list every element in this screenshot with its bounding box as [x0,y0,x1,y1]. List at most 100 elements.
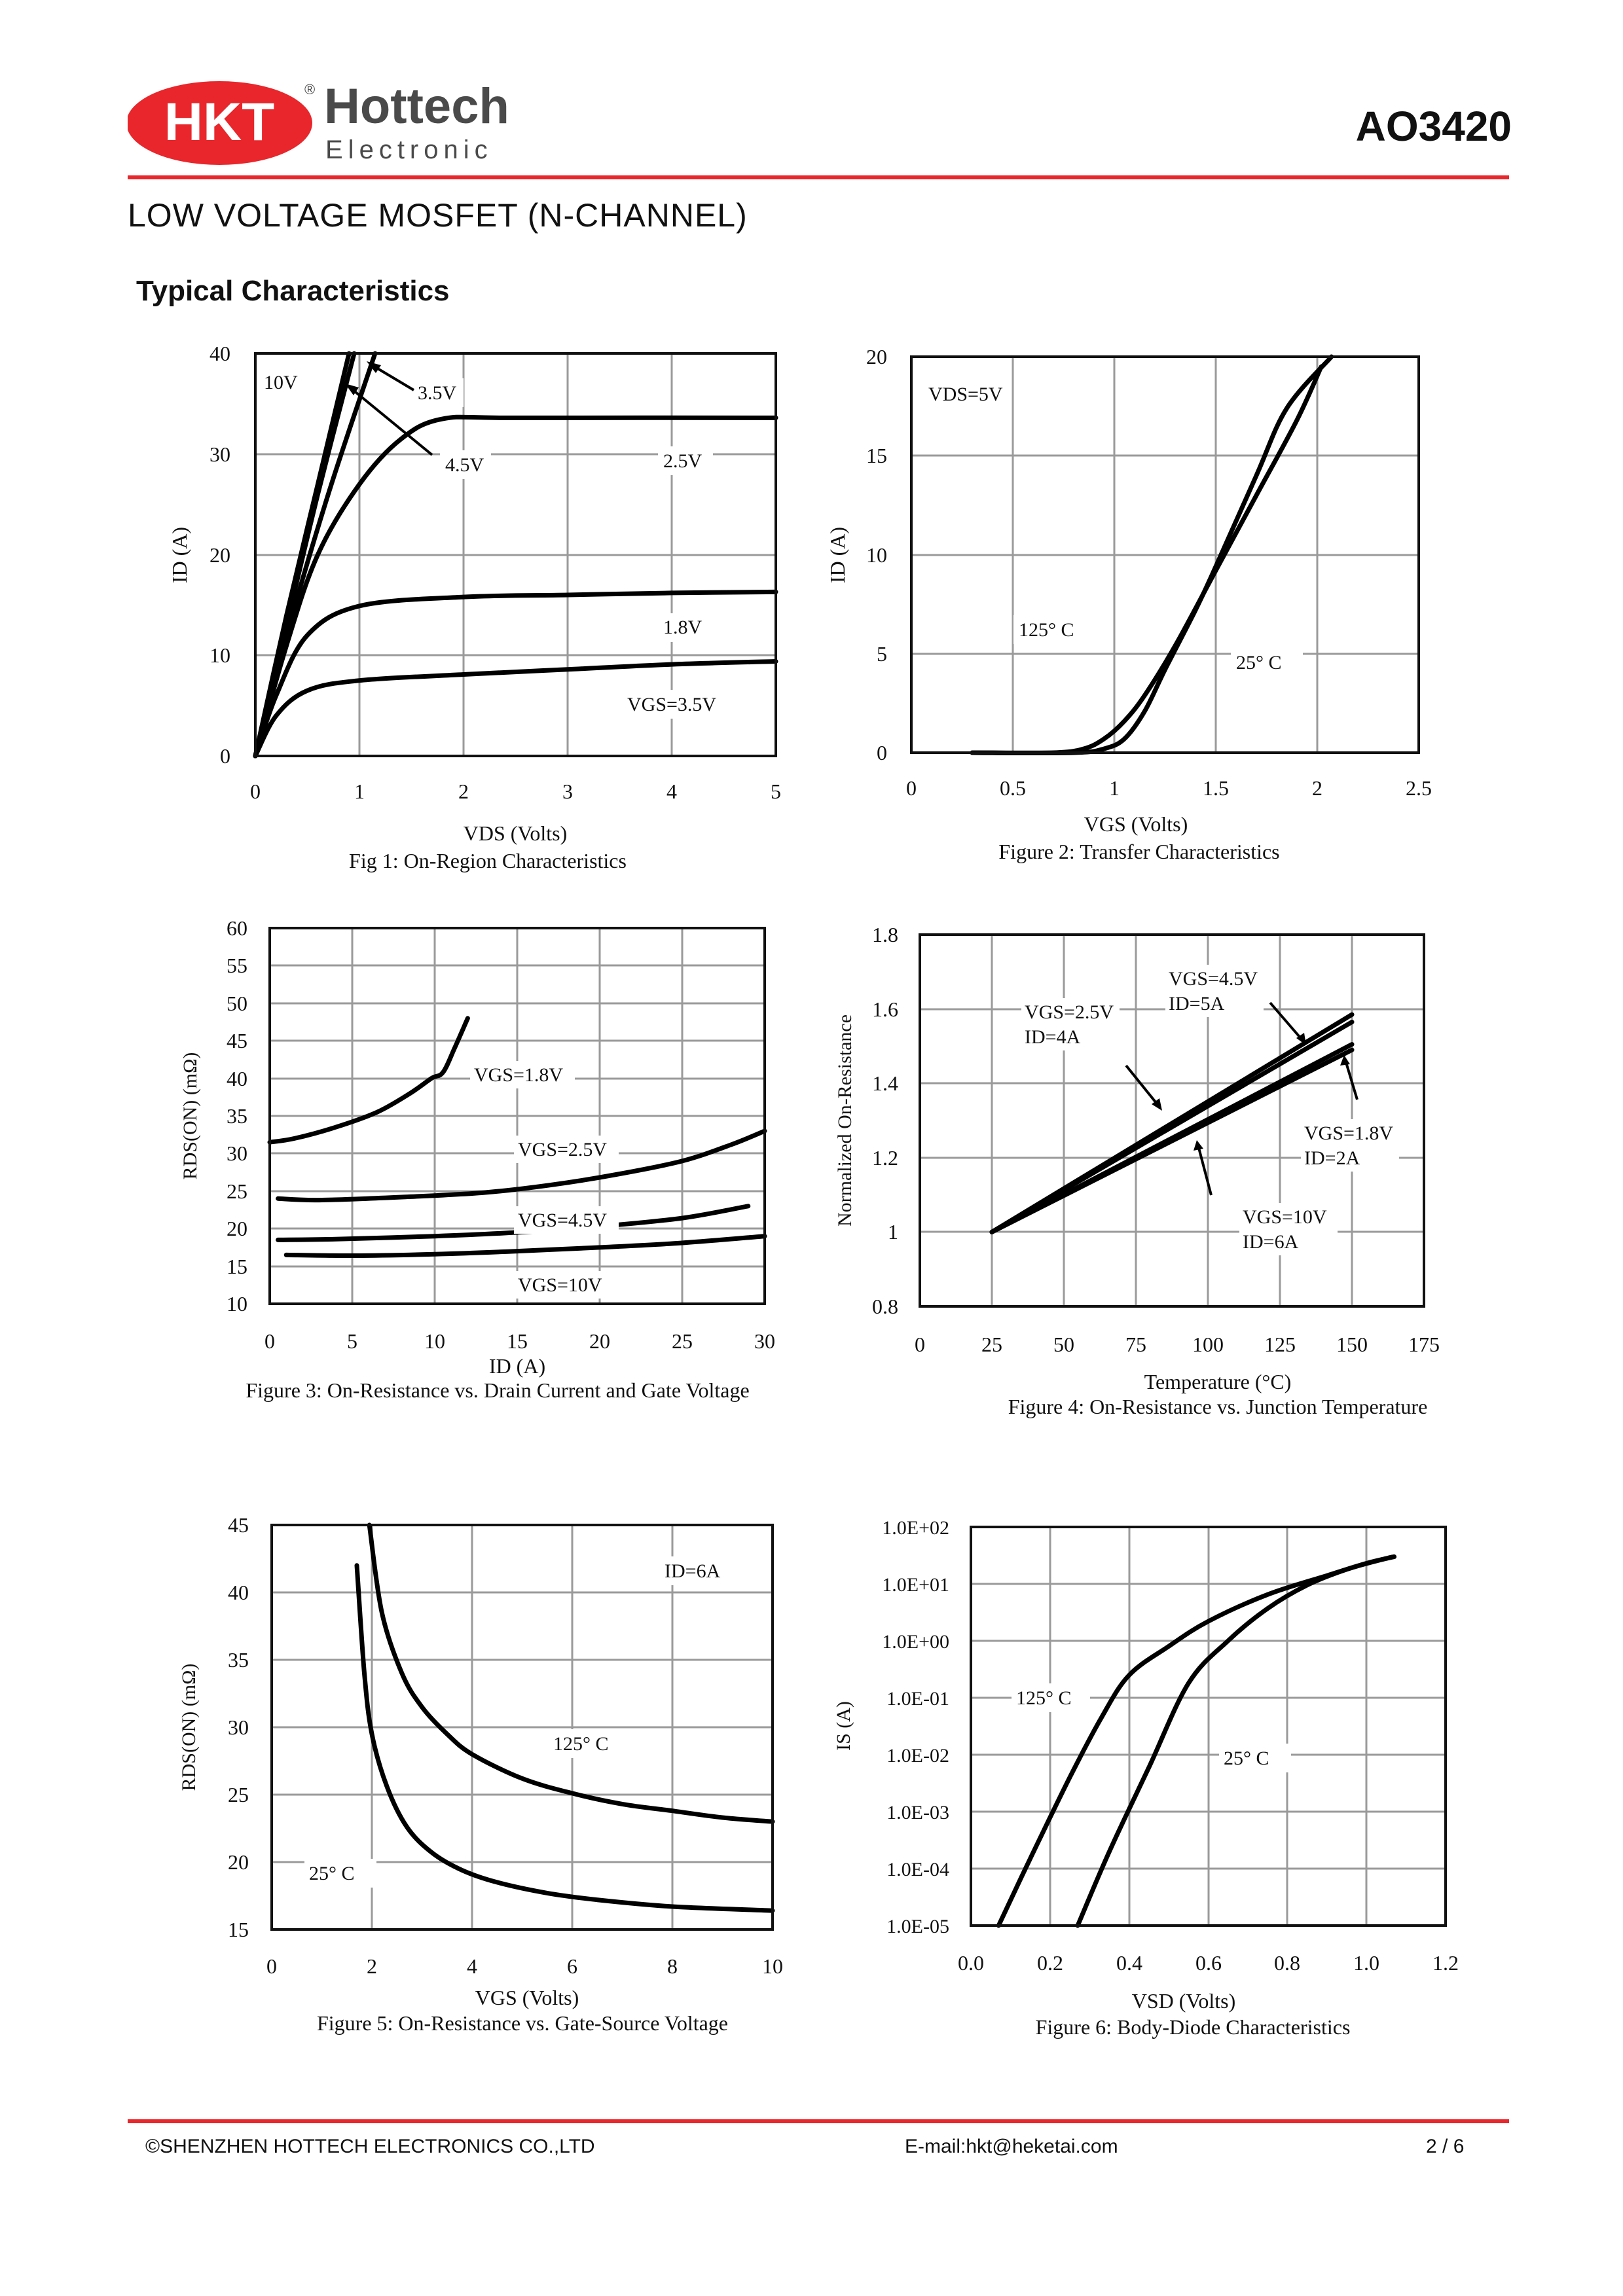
fig6-series-line-0 [996,1554,1396,1928]
fig3-ylabel: RDS(ON) (mΩ) [179,1052,201,1180]
fig3-xtick: 25 [672,1329,693,1353]
fig4-label-vgs4.5: VGS=4.5V [1169,968,1258,990]
fig5-xtick: 4 [467,1954,477,1978]
company-logo: HKT Hottech ® Electronic [128,79,509,165]
fig1-xtick: 3 [562,780,573,803]
fig3-series-line-1 [276,1128,767,1203]
fig1-series-line-5 [253,659,778,759]
fig4-label-id4: ID=4A [1025,1026,1081,1048]
fig3-ytick: 45 [227,1029,247,1052]
fig5-xtick: 2 [367,1954,377,1978]
fig6-label-125c: 125° C [1016,1687,1072,1709]
fig4-plot-frame [919,933,1425,1308]
fig4-label-vgs1.8: VGS=1.8V [1304,1122,1393,1144]
fig4-ytick: 1.2 [872,1146,898,1170]
fig1-ytick: 30 [210,442,230,466]
fig4-xtick: 25 [981,1333,1002,1356]
fig6-xlabel: VSD (Volts) [1132,1989,1236,2013]
fig1-label-vgs-legend: VGS=3.5V [627,694,716,715]
fig4-label-vgs2.5: VGS=2.5V [1025,1001,1114,1023]
fig4-arrows [1125,1001,1359,1196]
fig2-grid [911,357,1419,753]
fig2-xtick: 0.5 [1000,776,1026,800]
fig2-ylabel: ID (A) [826,527,849,583]
fig5-ytick: 25 [228,1783,249,1806]
fig2-series-line-1 [970,354,1334,755]
fig3-label-1.8v: VGS=1.8V [474,1064,563,1086]
fig3-label-10v: VGS=10V [518,1274,602,1296]
fig2-ytick: 20 [866,345,887,368]
fig6-title: Figure 6: Body-Diode Characteristics [1036,2015,1351,2039]
logo-badge-shape [128,81,312,165]
fig3-xtick: 20 [589,1329,610,1353]
fig5-ytick: 30 [228,1715,249,1739]
fig4-xlabel: Temperature (°C) [1144,1370,1292,1393]
fig2-ytick: 10 [866,543,887,567]
fig6-ytick: 1.0E-05 [886,1916,949,1937]
fig6-series-line-1 [1075,1554,1396,1928]
fig4-label-vgs10: VGS=10V [1243,1206,1327,1228]
fig6-xtick: 0.6 [1195,1951,1222,1975]
logo-badge-text: HKT [164,92,275,152]
fig5-ylabel: RDS(ON) (mΩ) [178,1664,200,1791]
fig5-xtick: 6 [567,1954,577,1978]
fig2-xtick: 2 [1312,776,1322,800]
fig1-xlabel: VDS (Volts) [464,821,568,845]
fig3-ytick: 25 [227,1179,247,1203]
fig6-ytick: 1.0E-02 [886,1745,949,1767]
fig3-ytick: 15 [227,1255,247,1278]
fig6-xtick: 0.2 [1037,1951,1063,1975]
fig1-ytick: 10 [210,643,230,667]
fig6-grid [971,1527,1446,1926]
fig5-xlabel: VGS (Volts) [475,1986,579,2009]
fig2-title: Figure 2: Transfer Characteristics [998,840,1279,863]
fig2-xtick: 1 [1109,776,1120,800]
fig4-xtick: 175 [1408,1333,1440,1356]
fig6-ylabel: IS (A) [833,1701,854,1751]
fig6-xtick: 1.2 [1432,1951,1459,1975]
fig1-label-2.5v: 2.5V [663,450,702,472]
fig1-ylabel: ID (A) [168,527,191,583]
fig4-ytick: 0.8 [872,1295,898,1318]
fig3-label-4.5v: VGS=4.5V [518,1210,607,1231]
fig6-ytick: 1.0E+00 [882,1631,949,1653]
fig5-ytick: 45 [228,1513,249,1537]
fig2-xtick: 1.5 [1203,776,1229,800]
fig2-plot-frame [910,355,1420,754]
fig4-xtick: 0 [915,1333,925,1356]
fig1-xtick: 0 [250,780,261,803]
fig1-title: Fig 1: On-Region Characteristics [349,849,627,872]
fig3-ytick: 40 [227,1067,247,1090]
footer-email: E-mail:hkt@heketai.com [905,2136,1118,2157]
fig1-series-line-3 [253,414,778,759]
fig5-ytick: 15 [228,1918,249,1941]
fig4-xtick: 100 [1192,1333,1224,1356]
fig1-ytick: 0 [220,744,230,768]
fig5-ytick: 35 [228,1648,249,1672]
fig5-xtick: 8 [667,1954,678,1978]
fig3-xlabel: ID (A) [489,1354,545,1378]
fig4-series-line-3 [989,1047,1355,1234]
header-divider [128,175,1509,179]
fig6-ytick: 1.0E+02 [882,1517,949,1539]
fig4-label-id2: ID=2A [1304,1147,1360,1169]
document-subtitle: LOW VOLTAGE MOSFET (N-CHANNEL) [128,197,748,234]
fig3-xtick: 0 [264,1329,275,1353]
fig1-label-10v: 10V [264,372,298,393]
fig1-xtick: 2 [458,780,469,803]
fig3-xtick: 15 [507,1329,528,1353]
fig2-ytick: 15 [866,444,887,467]
fig2-ytick: 0 [877,741,887,764]
fig4-xtick: 75 [1125,1333,1146,1356]
fig5-series-line-1 [354,1563,775,1913]
fig2-xtick: 2.5 [1406,776,1432,800]
fig1-xtick: 1 [354,780,365,803]
fig2-xlabel: VGS (Volts) [1084,812,1188,836]
fig6-xtick: 0.8 [1274,1951,1300,1975]
footer-divider [128,2119,1509,2123]
